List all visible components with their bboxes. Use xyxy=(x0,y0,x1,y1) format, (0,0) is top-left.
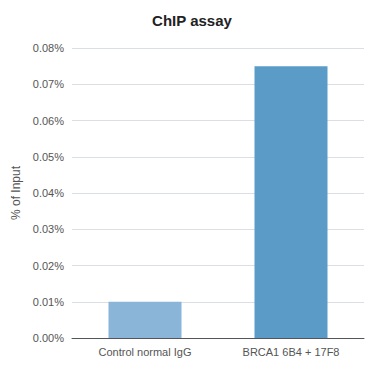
svg-text:0.01%: 0.01% xyxy=(33,296,64,308)
svg-text:0.02%: 0.02% xyxy=(33,260,64,272)
svg-text:0.03%: 0.03% xyxy=(33,223,64,235)
svg-text:BRCA1 6B4 + 17F8: BRCA1 6B4 + 17F8 xyxy=(243,346,340,358)
svg-text:0.08%: 0.08% xyxy=(33,42,64,54)
svg-text:0.04%: 0.04% xyxy=(33,187,64,199)
svg-text:0.05%: 0.05% xyxy=(33,151,64,163)
svg-text:0.07%: 0.07% xyxy=(33,78,64,90)
svg-text:Control normal IgG: Control normal IgG xyxy=(99,346,192,358)
svg-text:0.00%: 0.00% xyxy=(33,332,64,344)
svg-text:ChIP assay: ChIP assay xyxy=(152,12,232,29)
svg-text:0.06%: 0.06% xyxy=(33,115,64,127)
svg-text:% of Input: % of Input xyxy=(9,165,23,220)
